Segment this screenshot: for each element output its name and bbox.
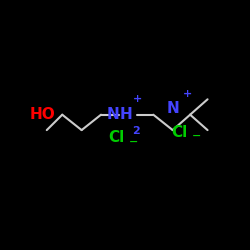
Text: H: H	[120, 107, 132, 122]
Text: 2: 2	[132, 126, 140, 136]
Text: +: +	[133, 94, 142, 104]
Text: HO: HO	[30, 107, 56, 122]
Text: Cl: Cl	[108, 130, 124, 145]
Text: −: −	[129, 137, 138, 147]
Text: +: +	[183, 90, 192, 100]
Text: N: N	[107, 107, 120, 122]
Text: −: −	[192, 130, 202, 140]
Text: N: N	[166, 102, 179, 116]
Text: Cl: Cl	[171, 124, 188, 140]
